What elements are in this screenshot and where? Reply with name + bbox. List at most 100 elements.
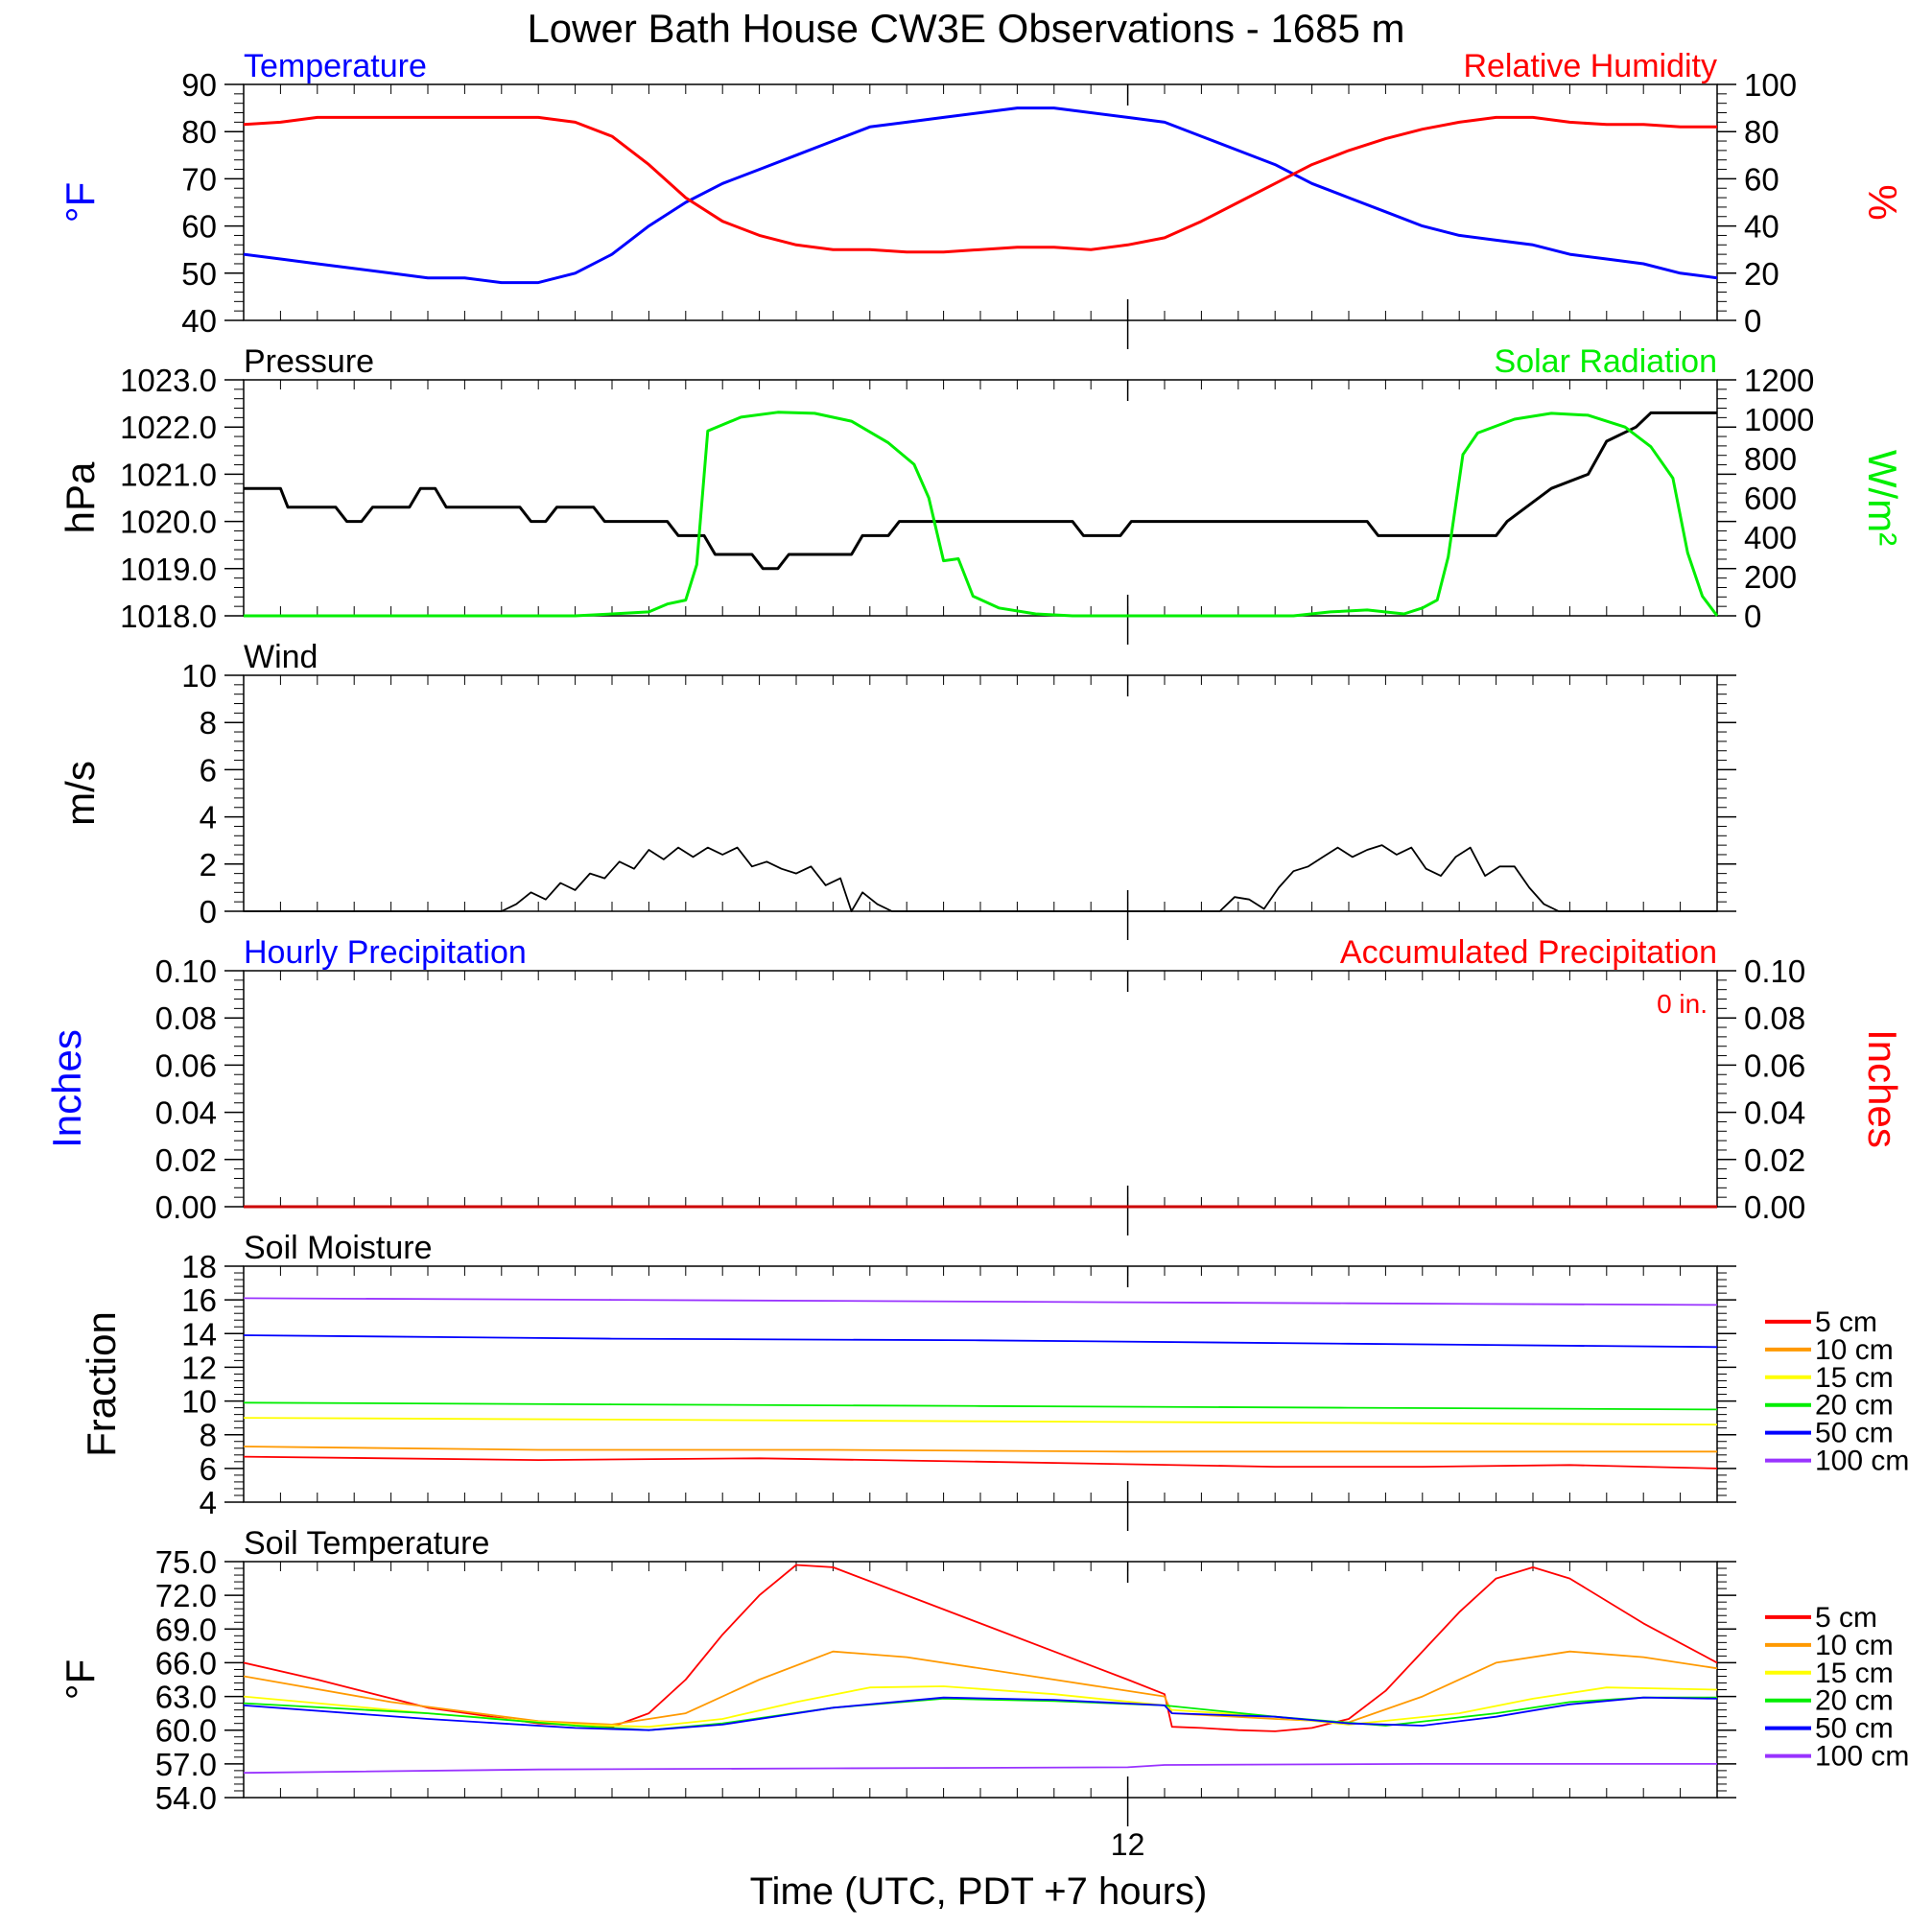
y-axis-label-right: %: [1860, 184, 1905, 220]
y-tick-label-left: 18: [181, 1249, 217, 1284]
plot-frame: [243, 970, 1718, 1208]
y-tick-label-left: 16: [181, 1282, 217, 1318]
y-tick-label-right: 0.02: [1744, 1142, 1805, 1178]
y-tick-label-right: 0.06: [1744, 1047, 1805, 1083]
y-tick-label-left: 63.0: [155, 1680, 217, 1715]
y-tick-label-right: 40: [1744, 209, 1779, 245]
y-tick-label-right: 0: [1744, 599, 1761, 634]
series-line: [243, 1334, 1718, 1349]
y-tick-label-right: 0.08: [1744, 1000, 1805, 1036]
y-axis-label-left: Inches: [44, 1029, 89, 1148]
y-tick-label-left: 72.0: [155, 1578, 217, 1613]
y-tick-label-left: 1019.0: [120, 552, 217, 587]
panel-title-left: Wind: [244, 639, 318, 675]
legend-label: 5 cm: [1815, 1306, 1877, 1338]
y-axis-label-left: hPa: [58, 461, 103, 533]
panel-pressure: 1018.0 1019.0 1020.0 1021.0 1022.0 1023.0 0 200…: [58, 343, 1905, 645]
series-line: [243, 1696, 1718, 1731]
y-axis-label-left: Fraction: [79, 1311, 124, 1457]
y-tick-label-right: 100: [1744, 67, 1797, 103]
series-line: [243, 1417, 1718, 1426]
plot-frame: [243, 83, 1718, 321]
y-axis-label-left: °F: [58, 1659, 103, 1700]
legend-label: 10 cm: [1815, 1334, 1894, 1366]
legend-label: 50 cm: [1815, 1713, 1894, 1745]
y-tick-label-left: 54.0: [155, 1780, 217, 1816]
x-tick-label: 12: [1111, 1827, 1145, 1862]
y-tick-label-left: 10: [181, 658, 217, 694]
y-tick-label-right: 800: [1744, 441, 1797, 477]
plot-frame: [243, 1561, 1718, 1799]
y-tick-label-left: 80: [181, 114, 217, 150]
y-tick-label-left: 6: [200, 752, 217, 788]
panel-title-left: Soil Temperature: [244, 1525, 489, 1562]
series-line: [244, 844, 1717, 912]
y-tick-label-left: 12: [181, 1350, 217, 1385]
y-tick-label-right: 0.10: [1744, 953, 1805, 989]
y-tick-label-left: 4: [200, 800, 217, 835]
accumulated-total-label: 0 in.: [1657, 989, 1708, 1019]
y-tick-label-left: 57.0: [155, 1747, 217, 1782]
legend-label: 20 cm: [1815, 1390, 1894, 1422]
y-tick-label-right: 0: [1744, 303, 1761, 339]
panel-title-right: Relative Humidity: [1463, 48, 1717, 84]
panel-title-left: Pressure: [244, 343, 374, 380]
y-tick-label-right: 1200: [1744, 363, 1814, 398]
y-tick-label-left: 50: [181, 256, 217, 292]
y-tick-label-right: 0.00: [1744, 1189, 1805, 1225]
y-tick-label-left: 60: [181, 209, 217, 245]
y-tick-label-left: 0.02: [155, 1142, 217, 1178]
legend-label: 50 cm: [1815, 1418, 1894, 1449]
legend-label: 15 cm: [1815, 1658, 1894, 1689]
series-line: [243, 1696, 1717, 1731]
y-tick-label-left: 1020.0: [120, 505, 217, 540]
y-tick-label-left: 0.06: [155, 1047, 217, 1083]
y-tick-label-left: 0.00: [155, 1189, 217, 1225]
y-tick-label-left: 69.0: [155, 1611, 217, 1647]
series-line: [243, 1650, 1718, 1726]
y-tick-label-right: 1000: [1744, 402, 1814, 437]
y-tick-label-right: 200: [1744, 559, 1797, 595]
y-tick-label-right: 60: [1744, 161, 1779, 197]
series-line: [243, 1763, 1717, 1775]
panel-precipitation: 0.00 0.02 0.04 0.06 0.08 0.10 0.00 0.02 0.04 0.06…: [44, 934, 1905, 1235]
series-line: [243, 1446, 1717, 1453]
y-tick-label-left: 14: [181, 1316, 217, 1352]
legend-label: 100 cm: [1815, 1446, 1909, 1477]
y-tick-label-left: 1018.0: [120, 599, 217, 634]
y-axis-label-left: °F: [58, 182, 103, 223]
y-tick-label-left: 0.08: [155, 1000, 217, 1036]
y-tick-label-left: 1022.0: [120, 410, 217, 445]
y-tick-label-right: 0.04: [1744, 1095, 1805, 1131]
y-tick-label-left: 66.0: [155, 1645, 217, 1681]
panel-title-right: Solar Radiation: [1495, 343, 1717, 380]
y-tick-label-left: 0.04: [155, 1095, 217, 1131]
series-line: [244, 411, 1717, 571]
y-axis-label-right: W/m²: [1860, 450, 1905, 546]
panel-title-left: Hourly Precipitation: [244, 934, 527, 971]
legend-label: 10 cm: [1815, 1630, 1894, 1661]
x-axis-label: Time (UTC, PDT +7 hours): [750, 1870, 1208, 1913]
y-tick-label-left: 60.0: [155, 1713, 217, 1749]
panel-title-right: Accumulated Precipitation: [1340, 934, 1717, 971]
series-line: [243, 1401, 1718, 1411]
y-tick-label-left: 1021.0: [120, 457, 217, 492]
panel-title-left: Temperature: [244, 48, 427, 84]
y-tick-label-right: 20: [1744, 256, 1779, 292]
series-line: [243, 1564, 1718, 1732]
y-tick-label-left: 6: [200, 1451, 217, 1487]
series-line: [244, 411, 1719, 618]
y-tick-label-right: 600: [1744, 481, 1797, 516]
panel-wind: 0 2 4 6 8 10 m/s Wind: [58, 639, 1736, 940]
legend-label: 100 cm: [1815, 1741, 1909, 1773]
y-tick-label-left: 75.0: [155, 1544, 217, 1580]
chart-title: Lower Bath House CW3E Observations - 168…: [527, 6, 1404, 51]
y-tick-label-left: 8: [200, 1418, 217, 1453]
legend-label: 15 cm: [1815, 1362, 1894, 1394]
series-line: [243, 106, 1718, 285]
y-axis-label-right: Inches: [1860, 1029, 1905, 1148]
y-tick-label-left: 8: [200, 705, 217, 741]
legend-label: 20 cm: [1815, 1685, 1894, 1717]
